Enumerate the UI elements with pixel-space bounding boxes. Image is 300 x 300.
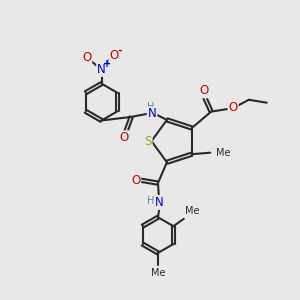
Text: O: O <box>110 49 118 62</box>
Text: O: O <box>199 84 208 97</box>
Text: O: O <box>229 101 238 114</box>
Text: -: - <box>118 46 122 56</box>
Text: N: N <box>97 63 106 76</box>
Text: O: O <box>82 51 91 64</box>
Text: N: N <box>148 107 156 120</box>
Text: H: H <box>147 196 155 206</box>
Text: N: N <box>155 196 164 209</box>
Text: O: O <box>119 131 128 144</box>
Text: H: H <box>147 101 154 112</box>
Text: Me: Me <box>185 206 200 216</box>
Text: O: O <box>131 174 140 187</box>
Text: S: S <box>144 135 152 148</box>
Text: Me: Me <box>151 268 165 278</box>
Text: Me: Me <box>216 148 231 158</box>
Text: +: + <box>103 59 112 69</box>
